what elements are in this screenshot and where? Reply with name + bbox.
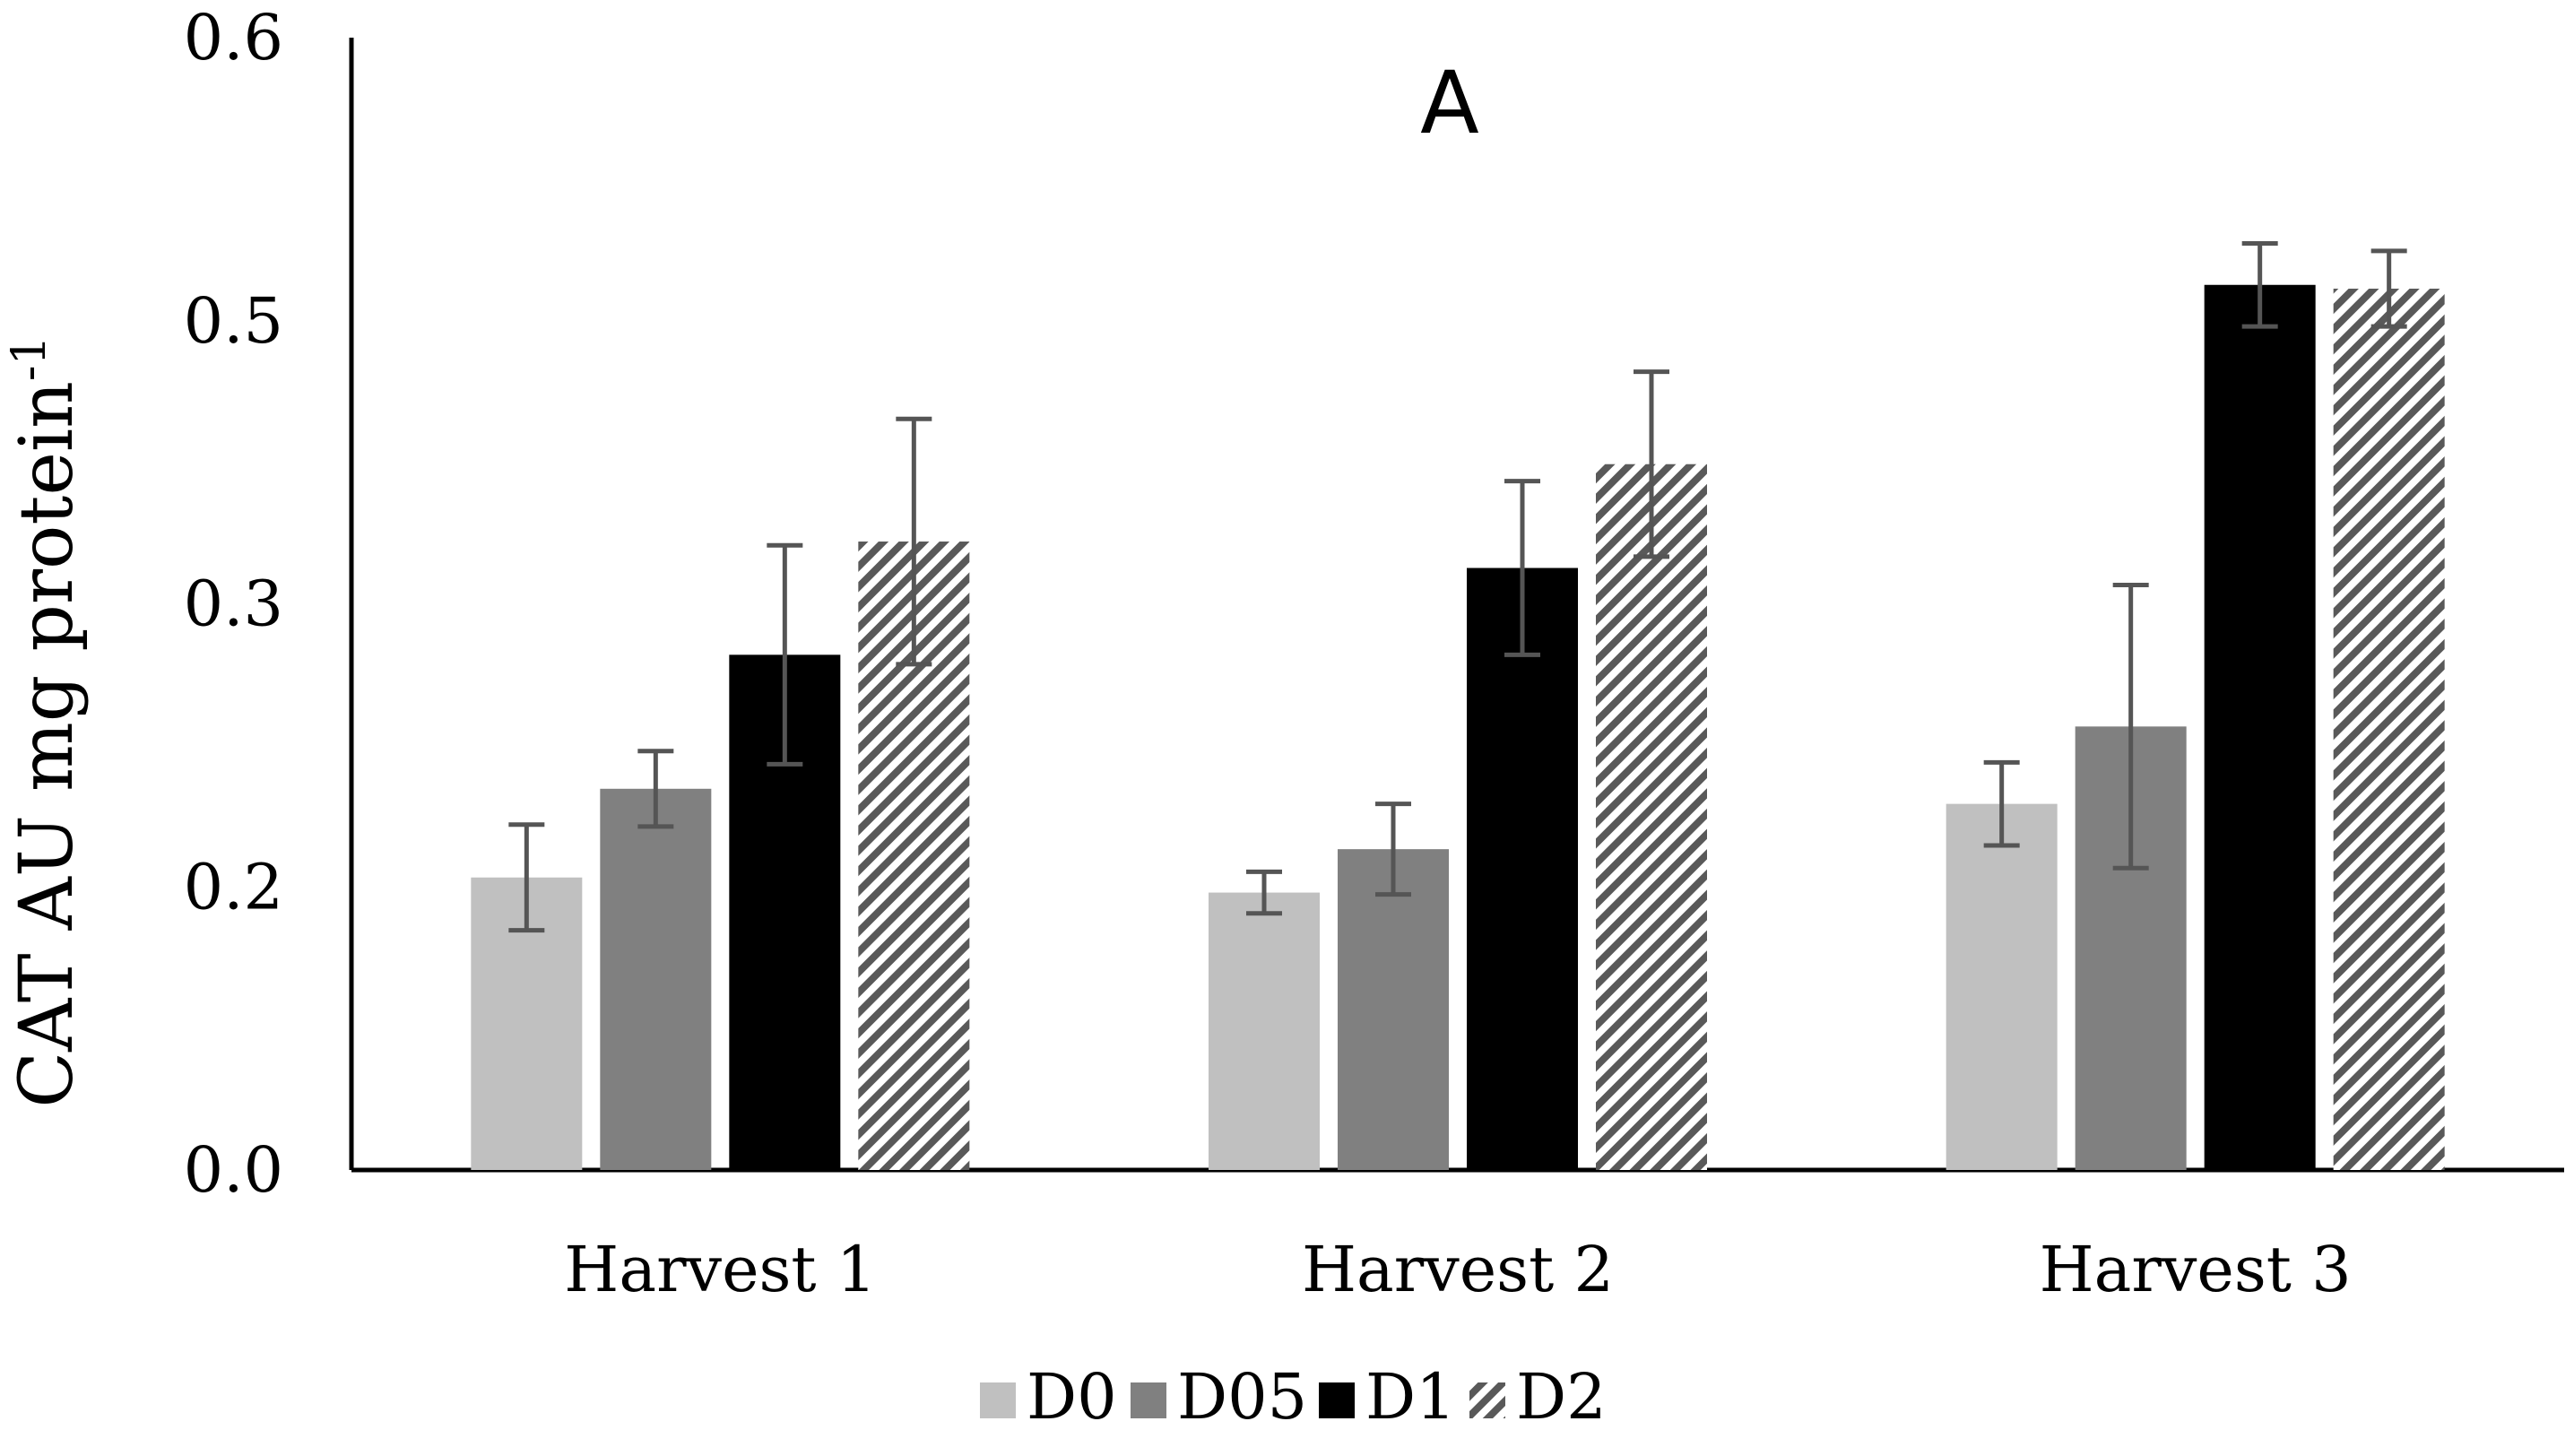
error-bar [1246, 869, 1282, 916]
bar-d05-harvest-2 [1338, 849, 1449, 1170]
bar-d0-harvest-3 [1946, 803, 2058, 1170]
y-tick-label: 0.5 [184, 284, 283, 358]
y-tick-label: 0.0 [184, 1133, 283, 1207]
error-bar [1634, 369, 1669, 559]
y-axis-title-superscript: -1 [3, 335, 56, 381]
legend-swatch [980, 1382, 1016, 1418]
y-tick-label: 0.6 [184, 1, 283, 74]
error-bar [2241, 240, 2278, 329]
bar-d05-harvest-1 [600, 788, 712, 1170]
x-category-label: Harvest 1 [564, 1233, 876, 1306]
y-tick-label: 0.2 [184, 850, 283, 923]
error-bar [2112, 582, 2149, 871]
x-category-label: Harvest 3 [2040, 1233, 2352, 1306]
legend-label: D0 [1027, 1360, 1117, 1434]
legend-item-d2: D2 [1469, 1360, 1607, 1434]
y-axis-title-text: CAT AU mg protein [4, 381, 90, 1108]
bar-d1-harvest-2 [1467, 568, 1578, 1170]
error-bar [1504, 479, 1540, 657]
y-axis-title: CAT AU mg protein-1 [3, 335, 90, 1107]
legend-item-d1: D1 [1319, 1360, 1456, 1434]
chart-title: A [1420, 53, 1479, 153]
y-tick-label: 0.3 [184, 568, 283, 641]
legend-swatch [1319, 1382, 1355, 1418]
legend-label: D2 [1516, 1360, 1607, 1434]
legend-label: D1 [1365, 1360, 1456, 1434]
legend-item-d0: D0 [980, 1360, 1117, 1434]
legend-item-d05: D05 [1131, 1360, 1307, 1434]
bar-d2-harvest-2 [1596, 464, 1707, 1170]
bar-d2-harvest-3 [2333, 288, 2445, 1171]
error-bar [637, 749, 674, 829]
error-bar [1983, 759, 2020, 848]
legend-swatch [1469, 1382, 1505, 1418]
error-bar [508, 822, 545, 933]
bar-d0-harvest-2 [1209, 892, 1320, 1170]
error-bar [2370, 248, 2407, 329]
error-bar [896, 416, 932, 667]
error-bar [767, 542, 803, 767]
error-bar [1375, 802, 1411, 897]
x-category-label: Harvest 2 [1302, 1233, 1614, 1306]
legend-label: D05 [1177, 1360, 1307, 1434]
legend-swatch [1131, 1382, 1166, 1418]
bar-d1-harvest-3 [2204, 284, 2316, 1170]
svg-text:CAT AU mg protein-1: CAT AU mg protein-1 [3, 335, 90, 1107]
